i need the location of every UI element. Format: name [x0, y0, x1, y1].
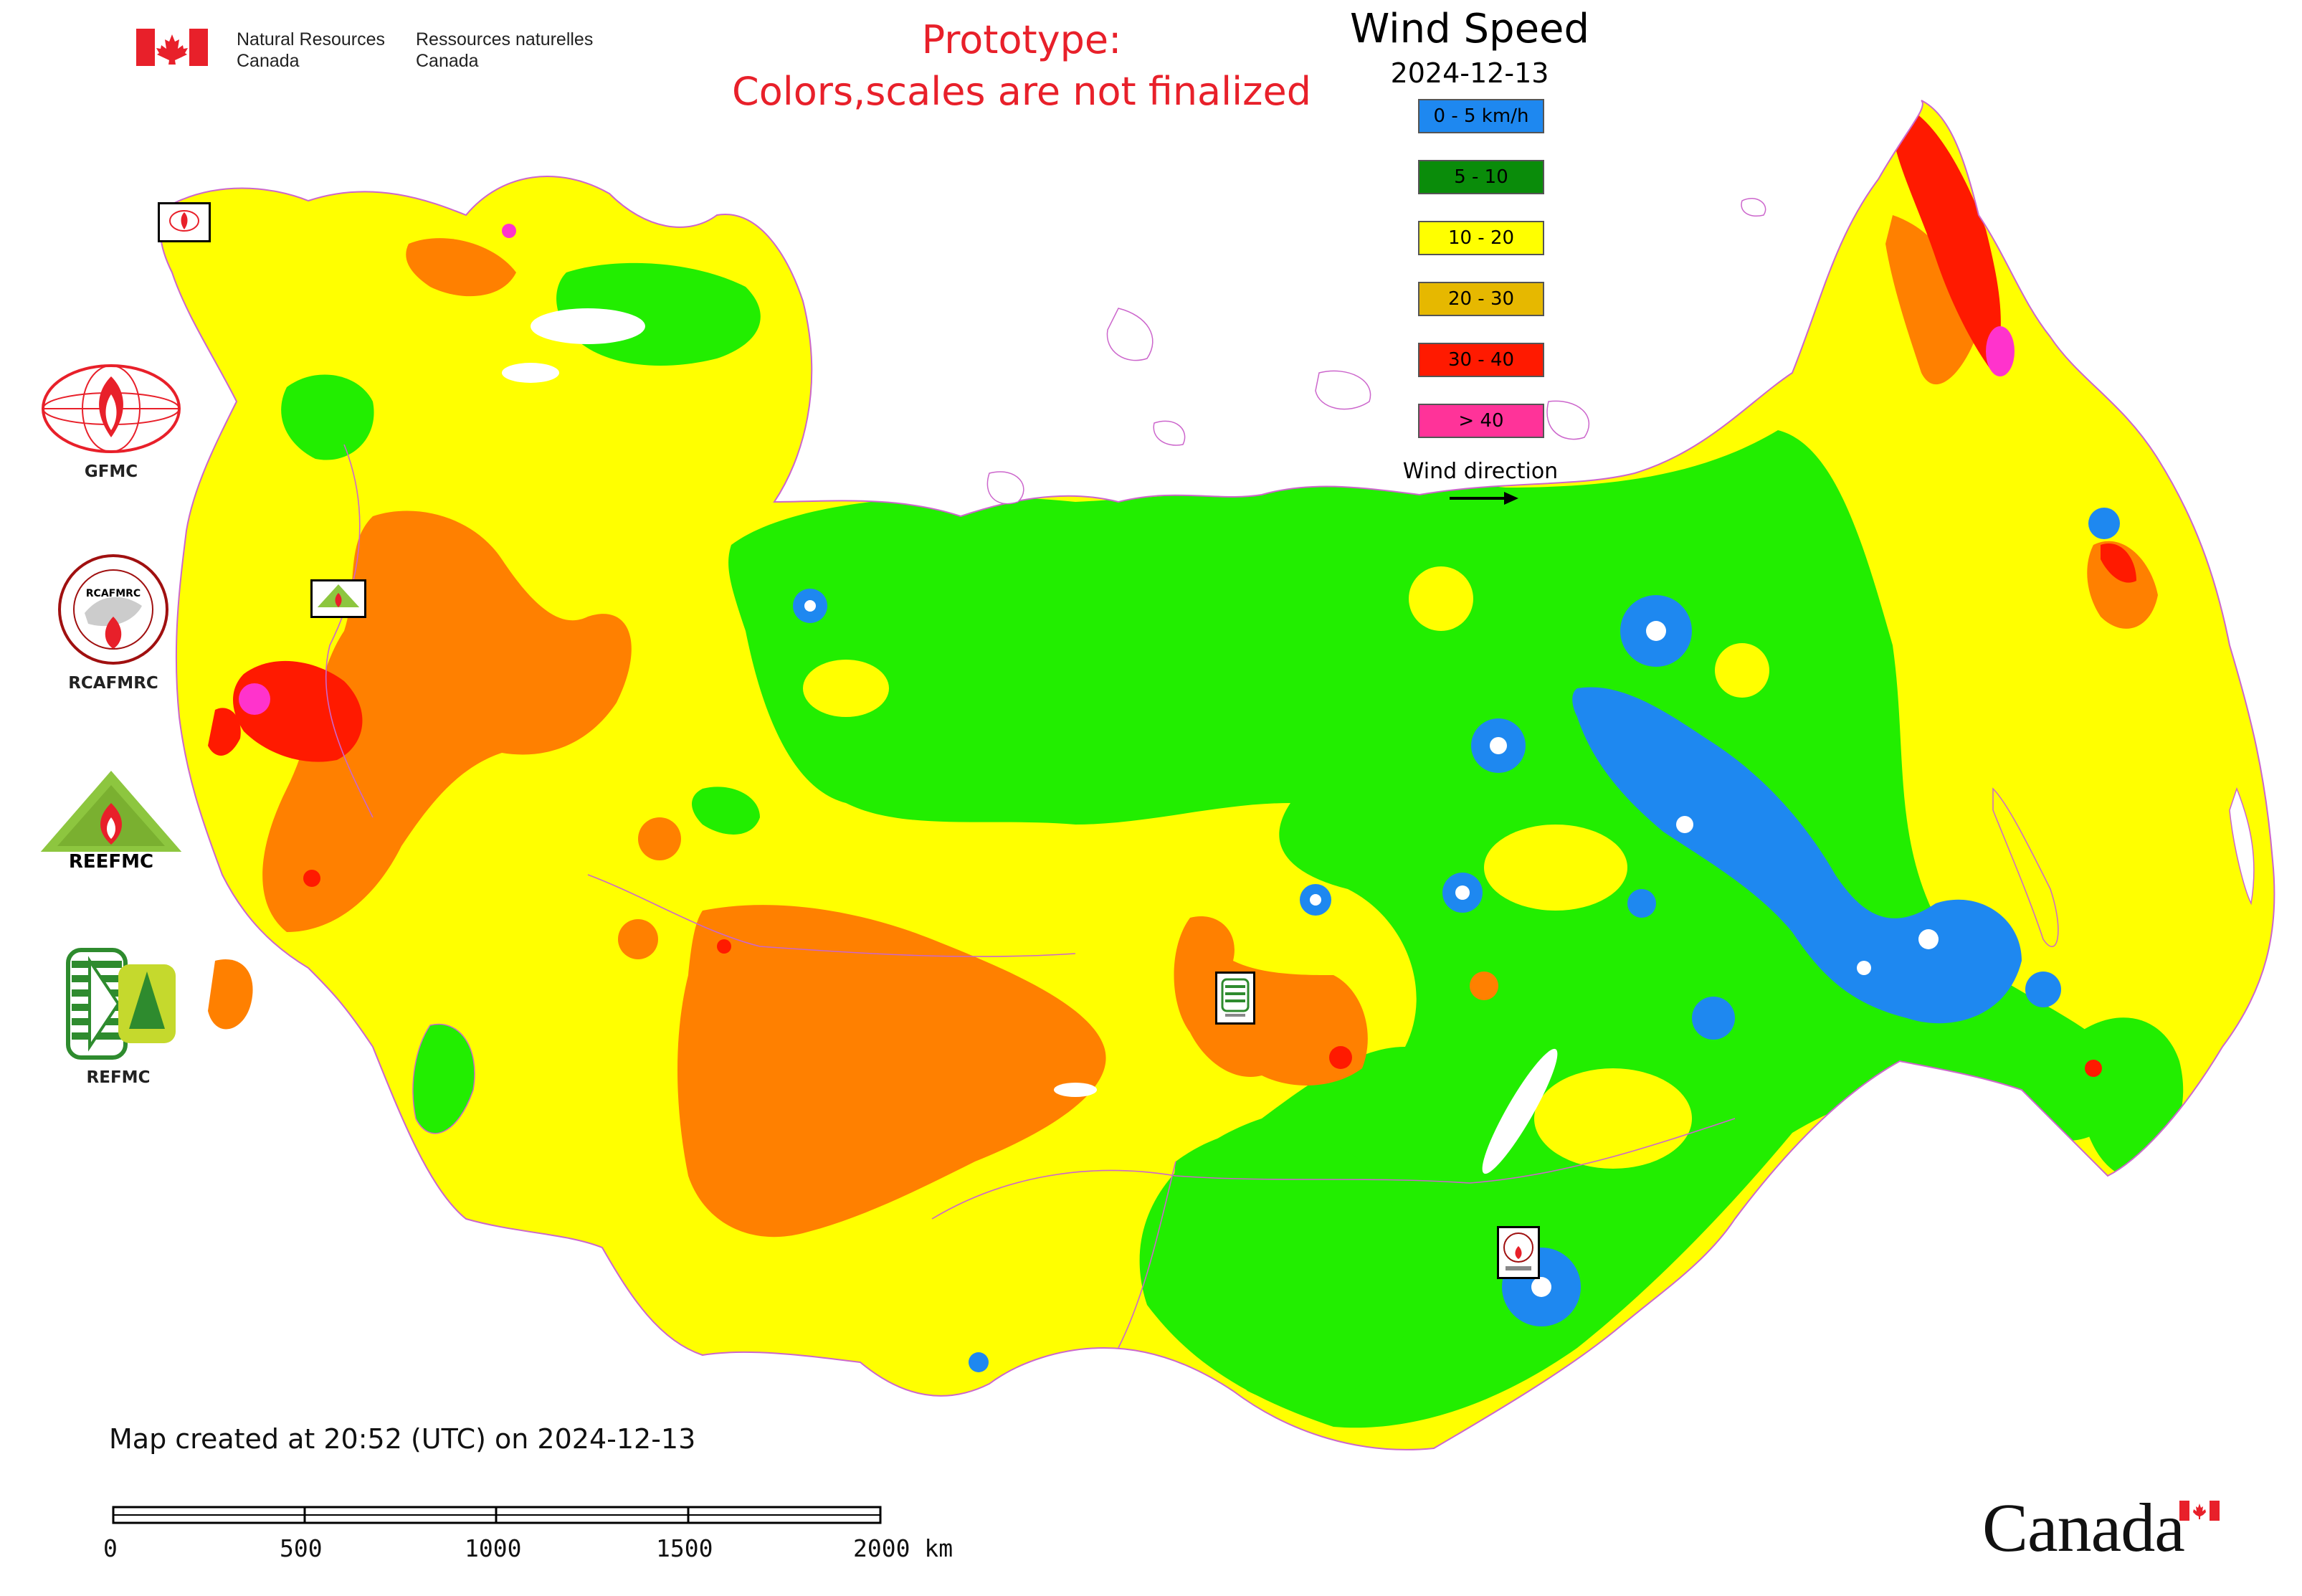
wind-direction-label: Wind direction: [1402, 459, 1559, 484]
reefmc-marker-icon: [316, 584, 361, 614]
department-name-en: Natural Resources Canada: [237, 29, 385, 72]
legend-item-0-5: 0 - 5 km/h: [1418, 99, 1544, 133]
refmc-marker-icon: [1221, 978, 1250, 1017]
department-en-line1: Natural Resources: [237, 29, 386, 49]
wordmark-flag-icon: [2179, 1501, 2220, 1521]
canada-wordmark: Canada: [1982, 1489, 2185, 1566]
scale-bar: [112, 1506, 882, 1524]
wind-direction-arrow-icon: [1450, 492, 1518, 505]
scale-label-1500: 1500: [656, 1534, 713, 1562]
prototype-notice: Prototype: Colors,scales are not finaliz…: [609, 14, 1434, 118]
reefmc-logo-block: REEFMC: [32, 767, 190, 878]
gfmc-logo-icon: [42, 364, 181, 453]
legend: 0 - 5 km/h 5 - 10 10 - 20 20 - 30 30 - 4…: [1418, 99, 1547, 465]
prototype-line2: Colors,scales are not finalized: [732, 69, 1311, 114]
rcafmrc-label: RCAFMRC: [68, 674, 158, 693]
refmc-logo-block: REFMC: [39, 946, 197, 1087]
scale-label-0: 0: [103, 1534, 118, 1562]
refmc-map-marker[interactable]: [1215, 972, 1255, 1025]
department-en-line2: Canada: [237, 51, 300, 71]
legend-item-over-40: > 40: [1418, 404, 1544, 438]
reefmc-logo-text: REEFMC: [69, 851, 153, 873]
rcafmrc-logo-block: RCAFMRC RCAFMRC: [34, 552, 192, 693]
rcafmrc-logo-icon: RCAFMRC: [58, 554, 168, 665]
svg-text:RCAFMRC: RCAFMRC: [86, 588, 141, 599]
legend-item-20-30: 20 - 30: [1418, 282, 1544, 316]
legend-title: Wind Speed: [1349, 6, 1590, 52]
gfmc-logo-block: GFMC: [32, 362, 190, 481]
government-signature: Natural Resources Canada Ressources natu…: [136, 29, 602, 79]
refmc-label: REFMC: [86, 1068, 151, 1087]
legend-item-30-40: 30 - 40: [1418, 343, 1544, 377]
reefmc-map-marker[interactable]: [310, 579, 366, 618]
department-fr-line2: Canada: [416, 51, 479, 71]
prototype-line1: Prototype:: [921, 17, 1122, 62]
scale-label-2000: 2000 km: [853, 1534, 953, 1562]
gfmc-label: GFMC: [84, 462, 138, 481]
department-name-fr: Ressources naturelles Canada: [416, 29, 593, 72]
map-created-timestamp: Map created at 20:52 (UTC) on 2024-12-13: [109, 1423, 696, 1455]
refmc-logo-icon: [66, 948, 176, 1060]
scale-label-500: 500: [280, 1534, 323, 1562]
rcafmrc-marker-icon: [1503, 1232, 1533, 1270]
rcafmrc-map-marker[interactable]: [1497, 1226, 1540, 1279]
legend-item-10-20: 10 - 20: [1418, 221, 1544, 255]
reefmc-logo-icon: REEFMC: [36, 771, 186, 873]
gfmc-marker-icon: [169, 210, 199, 232]
legend-date: 2024-12-13: [1390, 57, 1549, 89]
canada-flag-icon: [136, 29, 208, 66]
department-fr-line1: Ressources naturelles: [416, 29, 594, 49]
gfmc-map-marker[interactable]: [158, 202, 211, 242]
legend-item-5-10: 5 - 10: [1418, 160, 1544, 194]
scale-label-1000: 1000: [465, 1534, 522, 1562]
